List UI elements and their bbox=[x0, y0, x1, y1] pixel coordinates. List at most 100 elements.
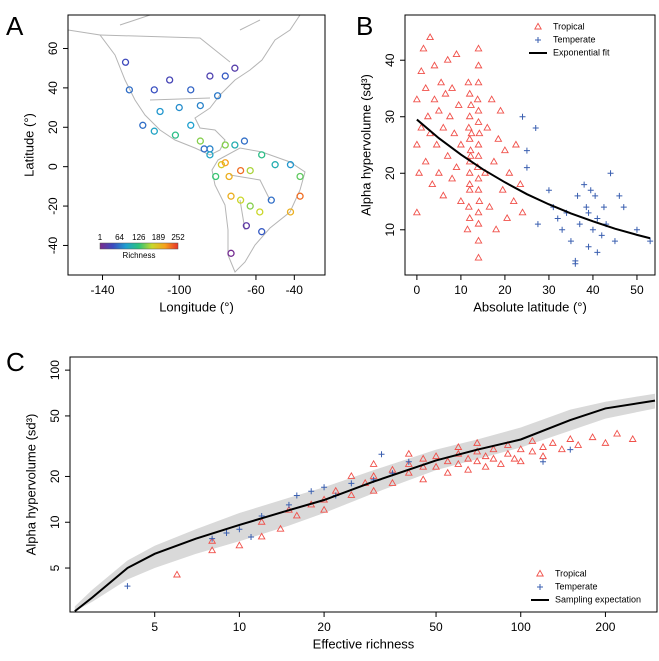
site-point bbox=[296, 172, 304, 181]
data-point bbox=[467, 100, 475, 108]
site-point bbox=[196, 101, 204, 110]
data-point bbox=[489, 454, 498, 462]
data-point bbox=[496, 106, 505, 114]
data-point bbox=[511, 140, 520, 148]
site-point bbox=[236, 166, 245, 175]
data-point bbox=[450, 129, 459, 137]
data-point bbox=[464, 78, 473, 86]
data-point bbox=[428, 180, 437, 188]
data-point bbox=[474, 185, 483, 193]
data-point bbox=[347, 471, 356, 479]
site-point bbox=[121, 58, 130, 66]
data-point bbox=[466, 146, 475, 154]
data-point bbox=[613, 429, 622, 437]
y-tick-label: 40 bbox=[383, 53, 397, 67]
x-axis-label: Effective richness bbox=[313, 636, 415, 651]
data-point bbox=[465, 112, 474, 120]
data-point bbox=[475, 129, 484, 137]
site-point bbox=[258, 151, 266, 159]
x-tick-label: 50 bbox=[429, 620, 443, 634]
data-point bbox=[448, 174, 457, 182]
data-point bbox=[574, 440, 583, 448]
x-tick-label: 0 bbox=[414, 283, 421, 297]
data-point bbox=[419, 454, 428, 462]
legend-label: Temperate bbox=[555, 581, 598, 591]
x-tick-label: -100 bbox=[167, 283, 191, 297]
x-tick-label: 40 bbox=[586, 283, 600, 297]
data-point bbox=[474, 151, 483, 159]
x-tick-label: 20 bbox=[317, 620, 331, 634]
site-point bbox=[246, 202, 254, 210]
data-point bbox=[587, 187, 594, 194]
data-point bbox=[505, 168, 514, 176]
data-point bbox=[454, 459, 463, 467]
data-point bbox=[576, 221, 583, 228]
data-point bbox=[628, 434, 637, 442]
data-point bbox=[421, 83, 430, 91]
map-outline bbox=[68, 15, 306, 273]
site-point bbox=[125, 86, 134, 94]
data-point bbox=[592, 192, 599, 199]
data-point bbox=[348, 480, 355, 487]
site-point bbox=[139, 121, 147, 129]
data-point bbox=[474, 106, 483, 114]
data-point bbox=[419, 462, 428, 470]
data-point bbox=[465, 168, 474, 176]
data-point bbox=[567, 238, 574, 245]
data-point bbox=[426, 33, 435, 41]
y-tick-label: 100 bbox=[48, 360, 62, 380]
data-point bbox=[439, 191, 448, 199]
data-point bbox=[285, 501, 292, 508]
plot-frame bbox=[69, 356, 658, 613]
y-tick-label: 50 bbox=[48, 409, 62, 423]
data-point bbox=[473, 438, 482, 446]
data-point bbox=[236, 526, 243, 533]
legend-label: Exponential fit bbox=[553, 47, 610, 57]
data-point bbox=[404, 459, 413, 467]
data-point bbox=[434, 168, 443, 176]
data-point bbox=[539, 452, 547, 460]
data-point bbox=[481, 462, 490, 470]
data-point bbox=[404, 449, 413, 457]
site-point bbox=[225, 172, 233, 181]
data-point bbox=[464, 465, 473, 473]
y-tick-label: 30 bbox=[383, 110, 397, 124]
data-point bbox=[594, 215, 601, 222]
panel-label: A bbox=[6, 11, 24, 41]
colorbar-tick-label: 1 bbox=[98, 233, 103, 242]
site-point bbox=[221, 159, 229, 167]
y-tick-label: 40 bbox=[46, 81, 60, 95]
site-point bbox=[206, 145, 214, 153]
data-point bbox=[473, 95, 482, 103]
site-point bbox=[171, 131, 180, 139]
data-point bbox=[581, 181, 588, 188]
data-point bbox=[223, 529, 230, 536]
data-point bbox=[465, 213, 474, 221]
site-point bbox=[187, 121, 195, 129]
data-point bbox=[172, 570, 181, 578]
legend-label: Temperate bbox=[553, 34, 596, 44]
data-point bbox=[496, 459, 505, 467]
site-point bbox=[236, 196, 245, 204]
site-point bbox=[221, 72, 229, 80]
legend-label: Tropical bbox=[555, 568, 587, 578]
data-point bbox=[292, 511, 301, 519]
data-point bbox=[456, 197, 465, 204]
legend-marker bbox=[536, 569, 544, 577]
data-point bbox=[465, 180, 474, 188]
data-point bbox=[454, 100, 463, 108]
data-point bbox=[432, 140, 441, 148]
data-point bbox=[463, 225, 472, 233]
y-tick-label: 20 bbox=[46, 120, 60, 134]
data-point bbox=[443, 457, 452, 465]
data-point bbox=[607, 170, 614, 177]
data-point bbox=[474, 236, 483, 244]
data-point bbox=[405, 458, 412, 465]
data-point bbox=[474, 44, 483, 52]
data-point bbox=[474, 61, 483, 69]
data-point bbox=[534, 221, 541, 228]
site-point bbox=[187, 86, 195, 94]
data-point bbox=[423, 112, 432, 120]
site-point bbox=[221, 141, 229, 149]
plot-area bbox=[74, 393, 656, 612]
